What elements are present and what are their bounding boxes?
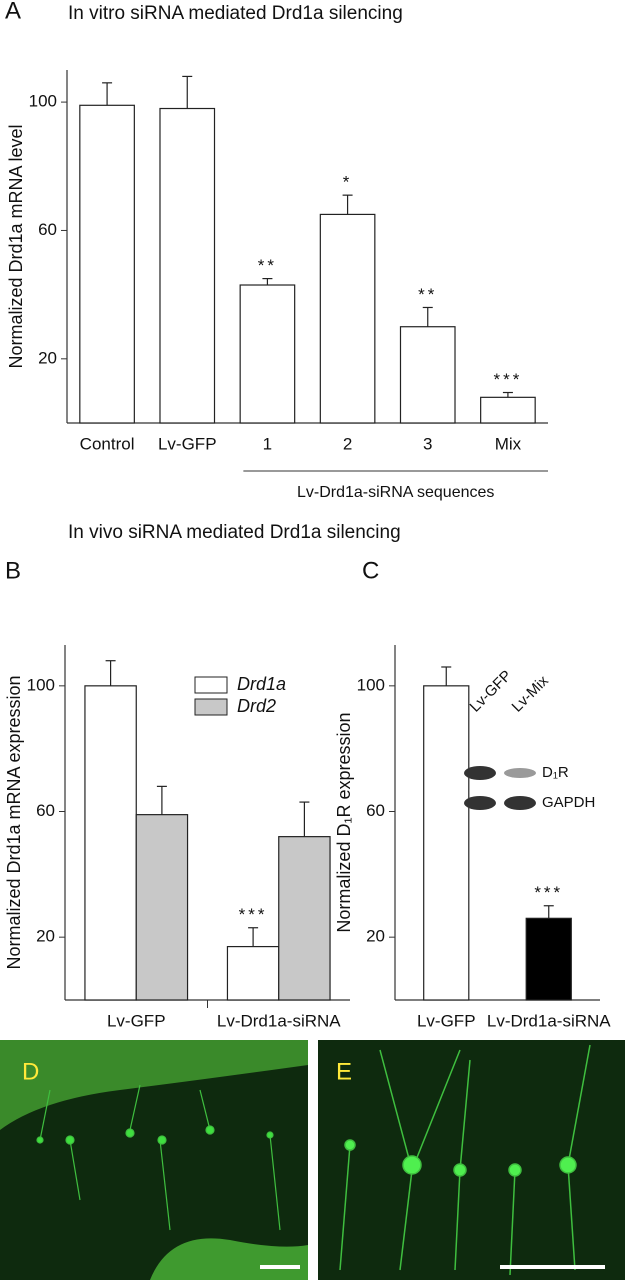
bar: [480, 396, 536, 424]
band-label: GAPDH: [542, 794, 595, 811]
bar: [79, 104, 135, 424]
blot-band: [504, 796, 536, 810]
x-tick-label: Mix: [495, 434, 522, 453]
panel-letter: C: [362, 557, 379, 584]
legend-swatch: [194, 676, 228, 694]
significance: **: [418, 285, 437, 304]
bar: [84, 685, 137, 1001]
blot-band: [504, 768, 536, 778]
y-tick-label: 100: [27, 675, 55, 694]
bar: [278, 836, 331, 1001]
y-tick-label: 20: [38, 348, 57, 367]
x-tick-label: 3: [423, 434, 432, 453]
panel-letter: B: [5, 557, 21, 584]
legend-swatch: [194, 698, 228, 716]
panel-letter: E: [336, 1058, 352, 1085]
y-tick-label: 20: [36, 927, 55, 946]
y-tick-label: 100: [29, 92, 57, 111]
group-label: Lv-Drd1a-siRNA sequences: [297, 484, 494, 501]
significance: **: [258, 256, 277, 275]
lane-label: Lv-Mix: [509, 672, 553, 716]
chart-title: In vitro siRNA mediated Drd1a silencing: [68, 3, 403, 24]
blot-band: [464, 796, 496, 810]
lane-label: Lv-GFP: [467, 667, 516, 716]
bar: [319, 213, 376, 424]
x-tick-label: 2: [343, 434, 352, 453]
x-tick-label: Lv-GFP: [107, 1011, 166, 1030]
significance: ***: [239, 905, 268, 924]
significance: ***: [534, 883, 563, 902]
bar: [399, 326, 456, 424]
significance: *: [343, 173, 353, 192]
bar: [239, 284, 296, 424]
chart-title: In vivo siRNA mediated Drd1a silencing: [68, 522, 401, 543]
blot-band: [464, 766, 496, 780]
bar: [423, 685, 470, 1001]
bar: [525, 917, 572, 1001]
x-tick-label: Lv-Drd1a-siRNA: [217, 1011, 341, 1030]
y-tick-label: 60: [38, 220, 57, 239]
y-axis-label: Normalized D₁R expression: [334, 712, 354, 932]
x-tick-label: Lv-GFP: [417, 1011, 476, 1030]
bar: [159, 107, 216, 424]
y-tick-label: 100: [357, 675, 385, 694]
image-d: [0, 1040, 308, 1280]
x-tick-label: Control: [80, 434, 135, 453]
band-label: D₁R: [542, 764, 569, 781]
x-tick-label: 1: [263, 434, 272, 453]
bar: [135, 814, 189, 1001]
panel-letter: D: [22, 1058, 39, 1085]
x-tick-label: Lv-Drd1a-siRNA: [487, 1011, 611, 1030]
y-tick-label: 20: [366, 927, 385, 946]
y-axis-label: Normalized Drd1a mRNA level: [6, 124, 26, 368]
panel-letter: A: [5, 0, 21, 24]
bar: [226, 945, 280, 1001]
image-e: [318, 1040, 625, 1280]
y-axis-label: Normalized Drd1a mRNA expression: [4, 675, 24, 969]
significance: ***: [493, 370, 522, 389]
y-tick-label: 60: [36, 801, 55, 820]
x-tick-label: Lv-GFP: [158, 434, 217, 453]
y-tick-label: 60: [366, 801, 385, 820]
legend-label: Drd2: [237, 696, 276, 716]
legend-label: Drd1a: [237, 674, 286, 694]
